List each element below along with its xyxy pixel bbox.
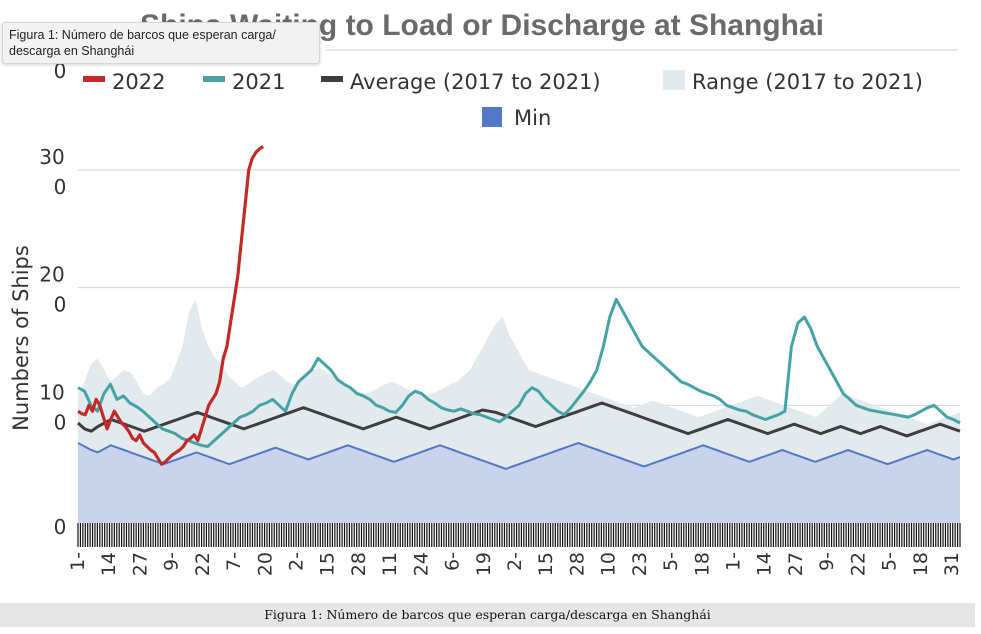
x-tick-label: 9- (816, 552, 838, 571)
x-tick-label: 28 (566, 552, 588, 576)
y-tick-label: 0 (54, 175, 67, 199)
x-tick-label: 22 (192, 552, 214, 576)
x-axis: 1- 14 27 9- 22 7- 20 2- 15 28 11 24 6- 19 2- 15 28 10 23 5-… (67, 523, 963, 576)
legend-label: 2021 (232, 70, 285, 94)
min-line (77, 441, 961, 470)
x-tick-label: 18 (910, 552, 932, 576)
y-tick-label: 0 (54, 410, 67, 434)
x-tick-label: 1- (723, 552, 745, 571)
x-tick-label: 11 (379, 552, 401, 576)
y-tick-label: 0 (54, 293, 67, 317)
average-line (77, 401, 961, 438)
plot-area (77, 145, 961, 523)
x-tick-label: 10 (598, 552, 620, 576)
legend-swatch-average (321, 76, 343, 82)
x-tick-label: 22 (847, 552, 869, 576)
legend-swatch-2021 (203, 76, 225, 82)
x-tick-label: 2- (504, 552, 526, 571)
x-tick-label: 14 (98, 552, 120, 576)
y-tick-label: 10 (39, 380, 64, 404)
x-tick-label: 27 (129, 552, 151, 576)
2021-line (77, 297, 961, 448)
x-tick-label: 5- (879, 552, 901, 571)
x-tick-label: 24 (410, 552, 432, 576)
tooltip-line-2: descarga en Shanghái (9, 44, 135, 58)
x-tick-label: 14 (754, 552, 776, 576)
x-tick-label: 23 (629, 552, 651, 576)
x-tick-label: 7- (223, 552, 245, 571)
x-tick-label: 15 (317, 552, 339, 576)
x-tick-label: 18 (691, 552, 713, 576)
legend-label: Range (2017 to 2021) (692, 70, 923, 94)
y-tick-label: 0 (54, 515, 67, 539)
tooltip: Figura 1: Número de barcos que esperan c… (2, 22, 320, 64)
top-axis-zero-label: 0 (54, 59, 67, 83)
legend-label: Min (514, 106, 551, 130)
x-tick-label: 31 (941, 552, 963, 576)
y-tick-label: 30 (39, 145, 64, 169)
x-tick-label: 27 (785, 552, 807, 576)
x-tick-label: 9- (161, 552, 183, 571)
legend-swatch-2022 (83, 76, 105, 82)
x-tick-label: 1- (67, 552, 89, 571)
2022-line (77, 145, 265, 466)
legend: 2022 2021 Average (2017 to 2021) Range (201… (83, 70, 923, 130)
legend-swatch-range (663, 70, 685, 90)
legend-label: Average (2017 to 2021) (350, 70, 601, 94)
figure-caption: Figura 1: Número de barcos que esperan c… (0, 603, 975, 627)
x-tick-label: 28 (348, 552, 370, 576)
min-area (78, 443, 960, 523)
x-tick-label: 19 (473, 552, 495, 576)
y-axis-ticks: 0 10 0 20 0 30 0 (39, 145, 66, 539)
legend-swatch-min (482, 107, 502, 127)
y-tick-label: 20 (39, 263, 64, 287)
tooltip-line-1: Figura 1: Número de barcos que esperan c… (9, 28, 276, 42)
x-tick-label: 15 (535, 552, 557, 576)
x-tick-label: 2- (286, 552, 308, 571)
x-tick-label: 6- (442, 552, 464, 571)
x-tick-label: 20 (254, 552, 276, 576)
legend-label: 2022 (112, 70, 165, 94)
x-tick-label: 5- (660, 552, 682, 571)
y-axis-label: Numbers of Ships (9, 245, 33, 431)
